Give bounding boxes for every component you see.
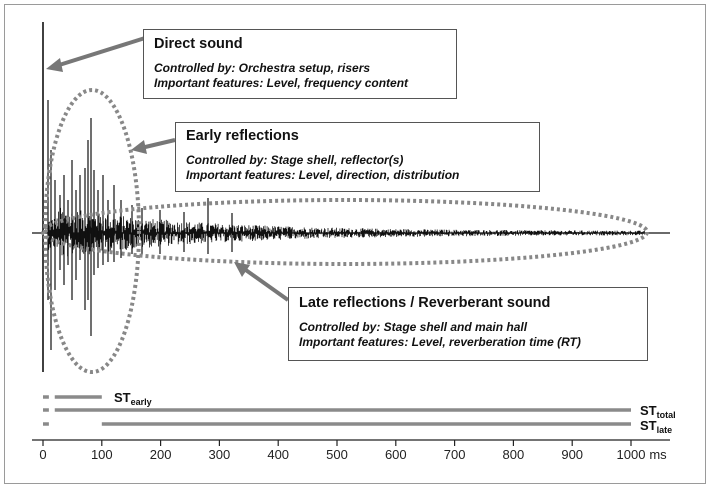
late-reflections-ellipse bbox=[41, 198, 649, 266]
axis-tick-label: 900 bbox=[561, 447, 583, 462]
st-total-main: ST bbox=[640, 403, 657, 418]
early-reflections-ellipse bbox=[43, 88, 141, 374]
axis-tick-label: 200 bbox=[150, 447, 172, 462]
late-reflections-arrow bbox=[234, 262, 290, 302]
st-total-sub: total bbox=[656, 410, 676, 420]
st-late-sub: late bbox=[656, 425, 673, 435]
axis-tick-label: 700 bbox=[444, 447, 466, 462]
early-reflections-box: Early reflections Controlled by: Stage s… bbox=[175, 122, 540, 192]
direct-sound-title: Direct sound bbox=[154, 36, 243, 52]
late-reflections-title: Late reflections / Reverberant sound bbox=[299, 295, 551, 311]
direct-sound-controlled: Controlled by: Orchestra setup, risers bbox=[154, 61, 371, 75]
direct-sound-features: Important features: Level, frequency con… bbox=[154, 76, 409, 90]
axis-tick-label: 600 bbox=[385, 447, 407, 462]
early-reflections-controlled: Controlled by: Stage shell, reflector(s) bbox=[186, 153, 404, 167]
direct-sound-arrow bbox=[46, 36, 146, 72]
axis-tick-label: 300 bbox=[209, 447, 231, 462]
axis-tick-label: 500 bbox=[326, 447, 348, 462]
direct-sound-box: Direct sound Controlled by: Orchestra se… bbox=[143, 29, 457, 99]
late-reflections-features: Important features: Level, reverberation… bbox=[299, 335, 581, 349]
st-late-label: STlate bbox=[640, 419, 672, 437]
st-early-main: ST bbox=[114, 390, 131, 405]
st-total-label: STtotal bbox=[640, 404, 676, 422]
late-reflections-controlled: Controlled by: Stage shell and main hall bbox=[299, 320, 528, 334]
st-bars bbox=[43, 395, 631, 426]
axis-tick-label: 100 bbox=[91, 447, 113, 462]
st-late-main: ST bbox=[640, 418, 657, 433]
axis-tick-label: 800 bbox=[503, 447, 525, 462]
axis-unit-label: ms bbox=[649, 447, 667, 462]
late-reflections-box: Late reflections / Reverberant sound Con… bbox=[288, 287, 648, 361]
axis-tick-label: 400 bbox=[267, 447, 289, 462]
st-early-label: STearly bbox=[114, 391, 152, 409]
early-reflections-features: Important features: Level, direction, di… bbox=[186, 168, 460, 182]
early-reflections-title: Early reflections bbox=[186, 128, 299, 144]
early-reflections-arrow bbox=[131, 138, 176, 154]
st-early-sub: early bbox=[130, 397, 152, 407]
axis-tick-label: 0 bbox=[39, 447, 46, 462]
time-axis: 0 100 200 300 400 500 600 700 800 900 1000 ms bbox=[32, 439, 670, 462]
axis-tick-label: 1000 bbox=[617, 447, 646, 462]
